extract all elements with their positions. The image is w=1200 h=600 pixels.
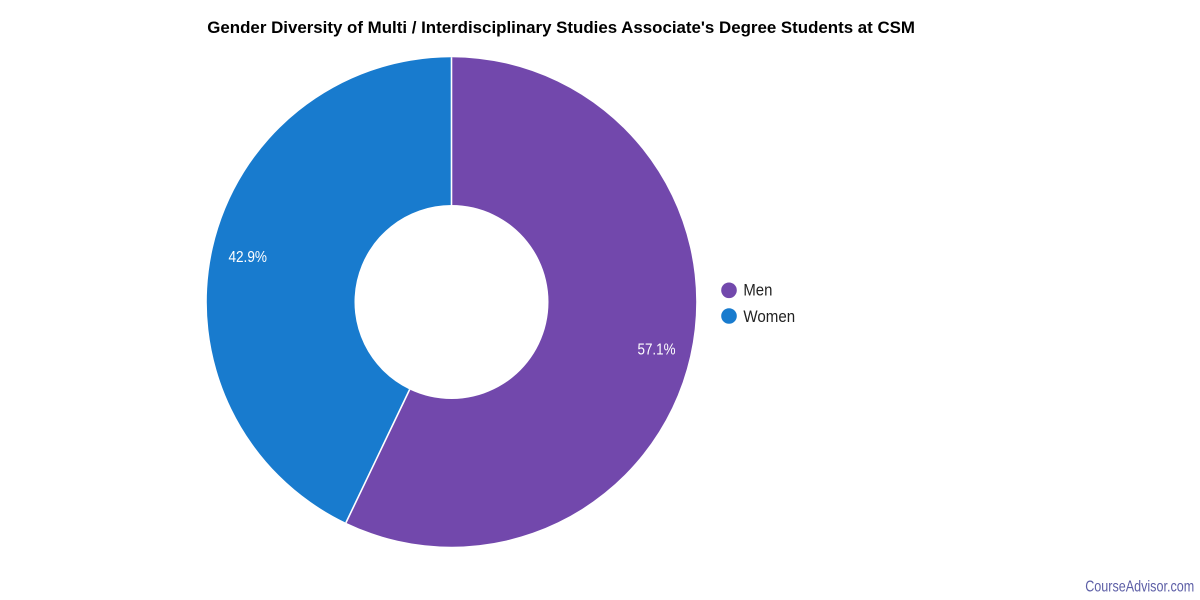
svg-text:Men: Men — [743, 282, 772, 300]
svg-text:57.1%: 57.1% — [638, 342, 676, 359]
svg-text:42.9%: 42.9% — [228, 249, 267, 266]
svg-text:Gender Diversity of Multi / In: Gender Diversity of Multi / Interdiscipl… — [207, 19, 915, 37]
svg-text:Women: Women — [743, 308, 795, 326]
svg-text:CourseAdvisor.com: CourseAdvisor.com — [1085, 579, 1194, 596]
